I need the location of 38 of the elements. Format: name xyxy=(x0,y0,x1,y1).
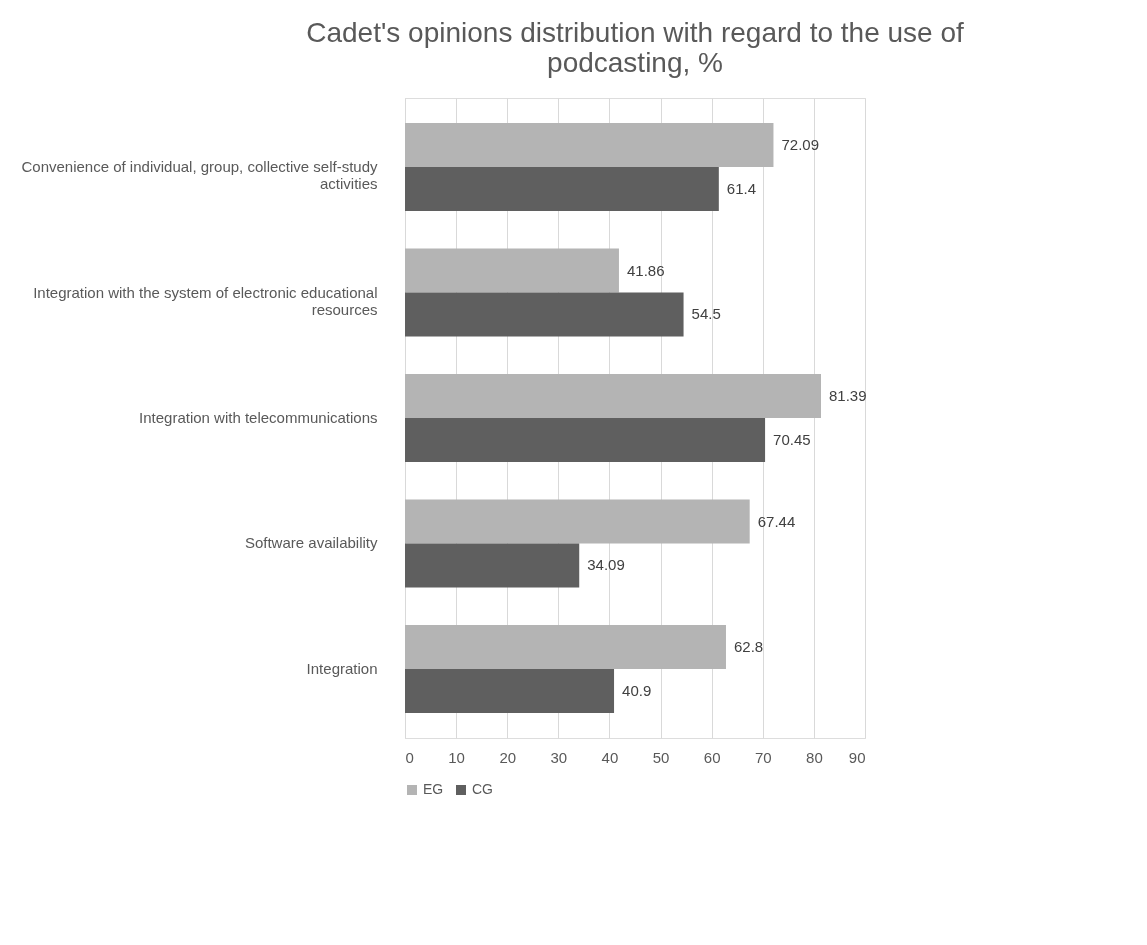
x-tick-label: 30 xyxy=(550,748,568,766)
data-label: 54.5 xyxy=(691,305,721,323)
bar xyxy=(405,292,684,337)
data-label: 62.8 xyxy=(733,638,764,656)
x-tick-label: 70 xyxy=(754,748,772,766)
bar xyxy=(405,374,821,418)
x-tick-label: 50 xyxy=(652,748,670,766)
legend-label: CG xyxy=(472,781,493,797)
y-tick-label: Software availability xyxy=(244,534,378,552)
y-tick-label: Integration with the system of electronic educational resources xyxy=(33,283,378,318)
x-tick-label: 90 xyxy=(848,748,866,766)
bar xyxy=(405,625,726,669)
legend-label: EG xyxy=(423,781,444,797)
y-tick-label: Integration xyxy=(306,659,378,677)
bar xyxy=(405,123,774,168)
data-label: 81.39 xyxy=(828,387,867,405)
x-tick-label: 0 xyxy=(405,748,414,766)
bar xyxy=(405,499,750,544)
y-tick-label: Convenience of individual, group, collective self-study activities xyxy=(21,158,378,193)
bar xyxy=(405,418,766,462)
data-label: 70.45 xyxy=(773,430,811,448)
data-label: 61.4 xyxy=(726,179,757,197)
bar xyxy=(405,167,719,211)
data-label: 67.44 xyxy=(757,512,796,530)
x-tick-label: 10 xyxy=(448,748,465,766)
x-tick-label: 20 xyxy=(499,748,517,766)
data-label: 41.86 xyxy=(626,261,665,279)
x-tick-label: 80 xyxy=(806,748,823,766)
data-label: 34.09 xyxy=(587,556,625,574)
x-tick-label: 60 xyxy=(703,748,721,766)
chart-title: Cadet's opinions distribution with regard to the use of podcasting, % xyxy=(306,17,964,78)
data-label: 40.9 xyxy=(622,681,652,699)
data-label: 72.09 xyxy=(781,136,820,154)
y-tick-label: Integration with telecommunications xyxy=(139,409,378,426)
x-tick-label: 40 xyxy=(601,748,619,766)
bar xyxy=(405,668,615,713)
bar xyxy=(405,543,580,588)
bar xyxy=(405,248,619,293)
